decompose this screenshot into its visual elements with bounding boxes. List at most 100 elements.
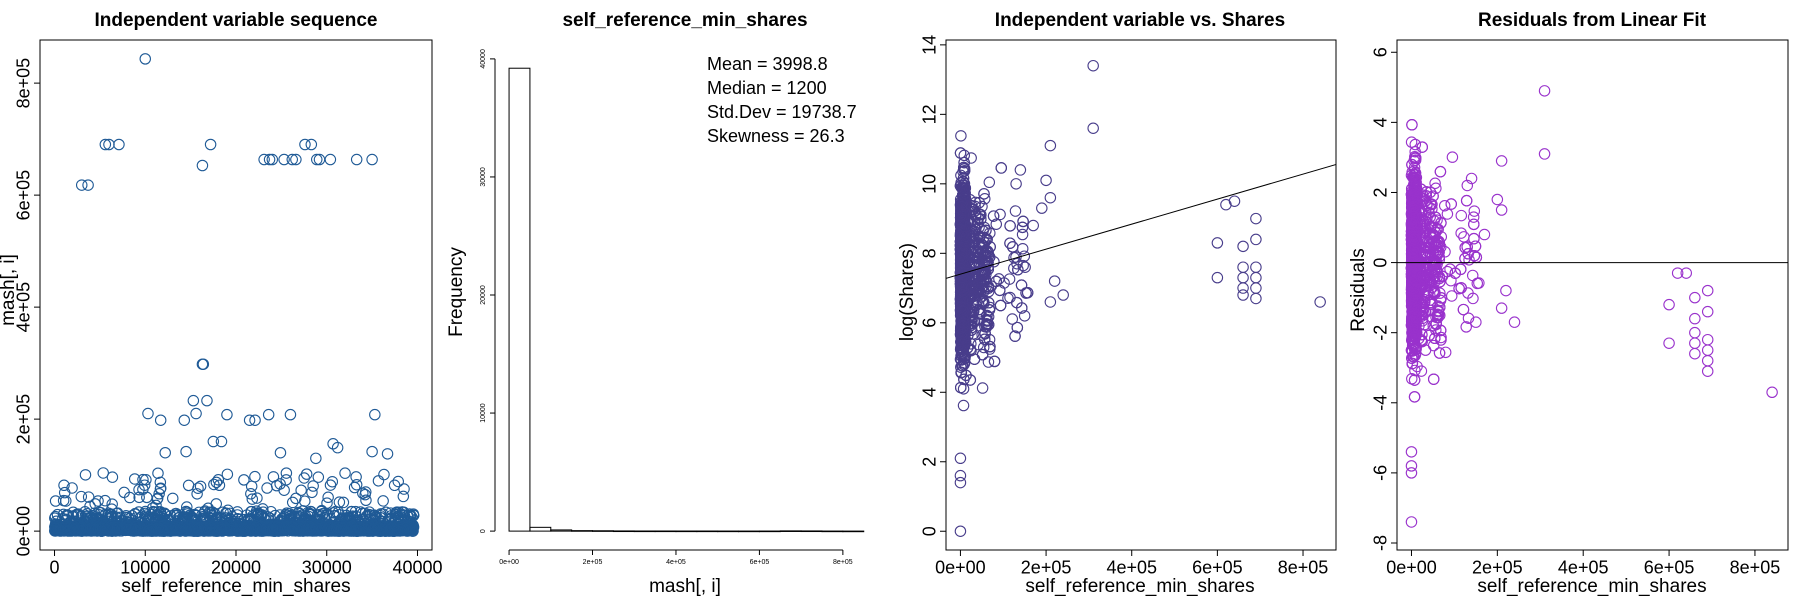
data-point <box>138 520 150 533</box>
data-point <box>954 476 967 489</box>
data-point <box>976 200 988 213</box>
data-point <box>1237 282 1249 294</box>
data-point <box>1006 313 1019 325</box>
histogram-bar <box>717 530 740 533</box>
data-point <box>181 501 193 513</box>
data-point <box>1048 275 1061 287</box>
data-point <box>381 448 394 460</box>
data-point <box>182 479 195 492</box>
data-point <box>327 438 339 450</box>
data-point <box>166 522 178 534</box>
data-point <box>324 479 337 491</box>
histogram-bar <box>758 530 781 533</box>
data-point <box>984 227 996 239</box>
data-point <box>959 349 971 362</box>
data-point <box>1250 261 1262 273</box>
y-tick-label: 6e+05 <box>13 170 33 221</box>
data-point <box>294 511 306 523</box>
data-point <box>122 520 134 532</box>
data-point <box>407 509 420 522</box>
data-point <box>975 213 987 225</box>
data-point <box>99 138 112 151</box>
data-point <box>249 414 261 426</box>
data-point <box>958 156 970 169</box>
data-point <box>367 524 379 536</box>
data-point <box>280 467 293 479</box>
data-point <box>324 153 337 166</box>
clipped-marks <box>49 53 420 537</box>
chart-title: Residuals from Linear Fit <box>1478 10 1707 31</box>
data-point <box>978 231 990 244</box>
chart-title: Independent variable sequence <box>95 10 378 31</box>
panel-residuals: Residuals from Linear Fit self_reference… <box>1348 10 1789 597</box>
data-point <box>225 524 238 537</box>
plot-area: 0e+00 2e+05 4e+05 6e+05 8e+05010000200003000… <box>480 49 865 566</box>
y-tick-label: 14 <box>919 35 939 55</box>
data-point <box>236 518 248 531</box>
data-point <box>955 330 968 343</box>
histogram-bar <box>612 530 635 533</box>
plot-area: 0 10000 20000 30000 400000e+002e+054e+056e+0… <box>13 39 443 577</box>
data-point <box>958 224 970 236</box>
data-point <box>337 496 350 509</box>
data-point <box>238 474 250 486</box>
data-point <box>983 297 995 309</box>
histogram-bar <box>592 530 614 532</box>
y-tick-label: 8 <box>919 248 939 258</box>
data-point <box>142 525 155 537</box>
data-point <box>1018 310 1031 322</box>
data-point <box>990 218 1003 230</box>
data-point <box>954 452 967 465</box>
data-point <box>968 215 981 228</box>
data-point <box>295 524 308 536</box>
x-tick-label: 0e+00 <box>935 557 986 577</box>
data-point <box>1228 195 1241 207</box>
data-point <box>1044 139 1057 152</box>
data-point <box>258 153 270 166</box>
data-point <box>971 245 983 257</box>
data-point <box>980 224 992 237</box>
data-point <box>86 521 99 534</box>
data-point <box>181 506 194 519</box>
panel-histogram: self_reference_min_shares mash[, i] Freq… <box>446 10 865 597</box>
data-point <box>197 358 210 370</box>
x-tick-label: 8e+05 <box>833 559 853 566</box>
data-point <box>79 469 92 481</box>
data-point <box>956 216 968 229</box>
data-point <box>319 521 331 533</box>
data-point <box>954 180 967 192</box>
data-point <box>137 473 149 486</box>
data-point <box>249 470 261 483</box>
y-axis-label: mash[, i] <box>0 254 19 326</box>
data-point <box>201 394 213 407</box>
y-tick-label: 2e+05 <box>13 394 33 445</box>
data-point <box>956 240 968 252</box>
data-point <box>955 209 967 221</box>
data-point <box>129 520 142 533</box>
data-point <box>1012 263 1024 276</box>
data-point <box>213 479 226 492</box>
data-point <box>161 521 173 534</box>
x-tick-label: 30000 <box>302 557 352 577</box>
data-point <box>75 523 87 535</box>
data-point <box>256 503 269 515</box>
data-point <box>125 521 138 533</box>
data-point <box>350 478 363 491</box>
data-point <box>280 474 292 486</box>
data-point <box>1009 330 1021 342</box>
data-point <box>311 153 323 166</box>
data-point <box>236 525 249 537</box>
data-point <box>955 252 967 265</box>
data-point <box>1237 271 1249 284</box>
data-point <box>290 492 302 505</box>
data-point <box>970 272 983 284</box>
data-point <box>960 230 973 243</box>
data-point <box>97 467 109 479</box>
data-point <box>147 505 160 518</box>
data-point <box>398 483 410 495</box>
data-point <box>995 162 1008 174</box>
data-point <box>274 446 287 459</box>
histogram-bar <box>738 530 760 533</box>
x-tick-label: 2e+05 <box>583 559 603 566</box>
